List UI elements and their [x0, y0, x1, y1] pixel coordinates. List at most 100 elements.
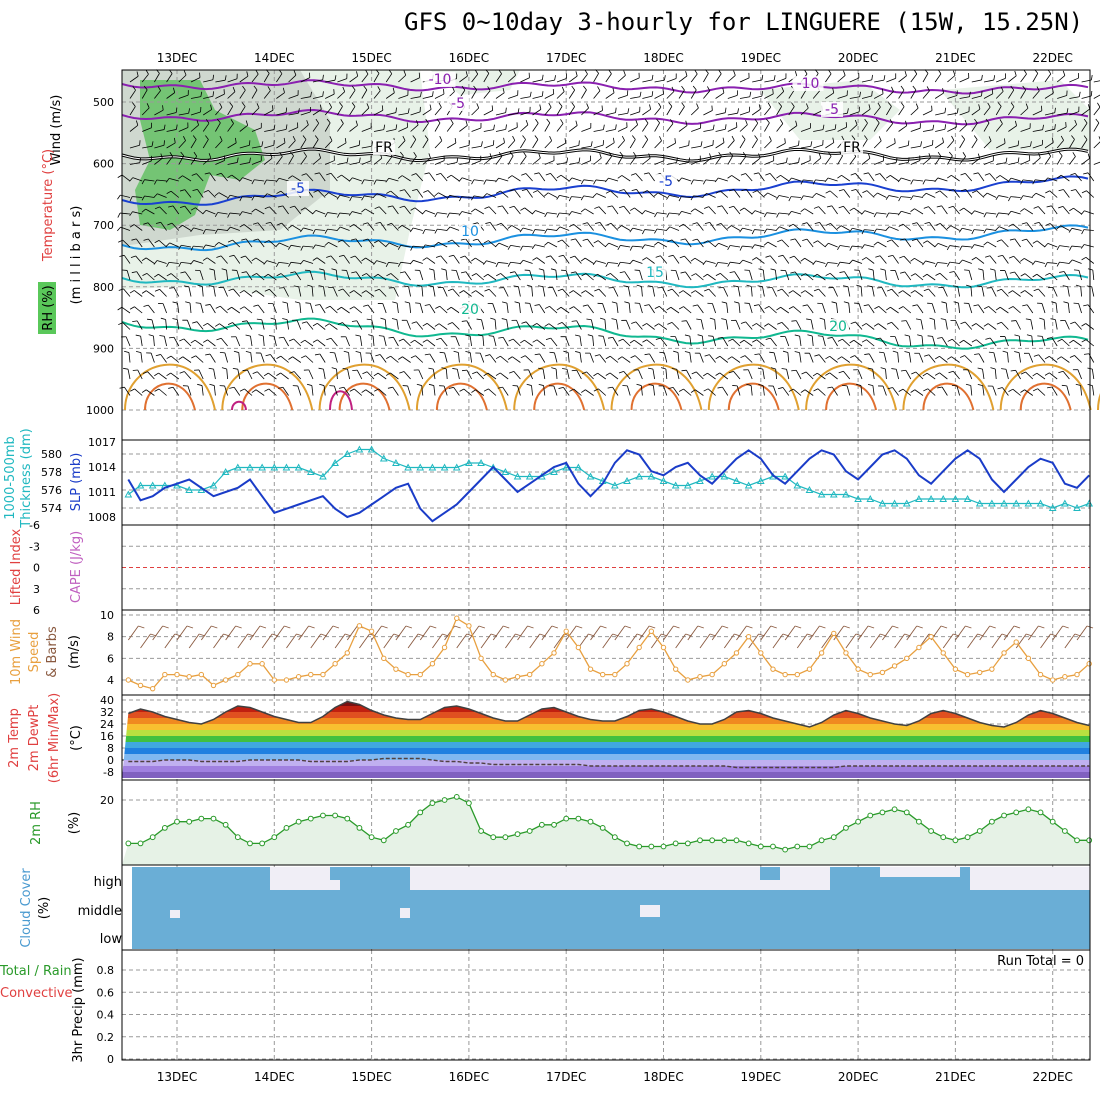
wind-barb-flag [666, 212, 670, 218]
wind-barb [878, 306, 887, 314]
wind-barb-flag [697, 625, 704, 629]
wind-barb [361, 127, 372, 132]
wind-barb [254, 179, 265, 182]
wind-barb [294, 271, 302, 281]
wind-barb-flag [944, 124, 947, 130]
wind-barb-flag [676, 157, 678, 163]
wind-barb [1036, 273, 1046, 281]
wind-barb-flag [446, 195, 450, 200]
wind10m-axis-label: 10m Wind [9, 619, 24, 685]
wind-barb-flag [935, 372, 940, 376]
wind-barb-flag [1013, 625, 1021, 629]
wind-barb [1008, 161, 1019, 165]
wind-barb [779, 226, 789, 231]
wind-barb [262, 336, 265, 347]
wind-barb [629, 124, 638, 132]
wind-barb-flag [428, 153, 431, 159]
wind-barb-flag [428, 383, 434, 386]
cape-axis-label: CAPE (J/kg) [69, 531, 84, 603]
wind-barb-flag [642, 257, 647, 261]
wind-barb [1064, 320, 1070, 330]
wind-barb [251, 160, 262, 165]
wind-barb [543, 385, 546, 396]
wind-barb-flag [983, 212, 987, 218]
wind-barb [987, 241, 997, 248]
wind-barb [134, 388, 143, 396]
wind-barb [386, 112, 396, 116]
wind-barb [764, 160, 774, 165]
wind-barb-flag [910, 258, 915, 262]
wind-barb [986, 228, 997, 231]
thickness-point [732, 476, 741, 484]
wind-speed-point [891, 663, 898, 669]
wind-barb [237, 369, 241, 380]
wind-barb-flag [508, 338, 514, 342]
wind-barb [226, 369, 228, 380]
wind-barb-flag [520, 339, 525, 344]
wind-barb-flag [684, 334, 690, 337]
wind-barb [846, 385, 851, 396]
wind-barb [813, 129, 824, 132]
wind-barb [684, 255, 692, 264]
wind-barb [122, 322, 131, 330]
wind-barb [635, 321, 643, 330]
wind-barb [398, 112, 409, 116]
wind-barb-flag [825, 223, 831, 226]
wind-barb [483, 129, 494, 132]
wind-barb [190, 96, 201, 99]
wind-barb [144, 179, 155, 182]
wind-barb [671, 239, 680, 248]
wind-barb [1010, 177, 1021, 182]
wind-barb-flag [300, 355, 306, 359]
wind-barb [739, 139, 746, 149]
wind-barb [127, 369, 131, 380]
wind-barb-flag [275, 262, 280, 268]
wind-barb-flag [777, 239, 782, 243]
wind-barb [597, 372, 607, 380]
wind-barb-flag [505, 124, 507, 130]
wind-barb [562, 288, 570, 297]
wind-speed-point [989, 666, 995, 672]
wind-barb-flag [948, 370, 954, 374]
wind-barb [931, 303, 936, 314]
wind-barb [217, 212, 228, 215]
wind-barb-flag [995, 306, 1001, 311]
wind-barb-flag [923, 206, 929, 209]
wind-barb-flag [239, 306, 245, 310]
wind-barb-flag [306, 383, 312, 386]
wind-barb [361, 160, 372, 165]
wind-barb [459, 125, 468, 132]
wind-barb-flag [361, 208, 366, 213]
wind-barb [136, 271, 143, 281]
wind-barb [536, 257, 546, 264]
wind-barb-flag [265, 221, 271, 224]
wind-barb-flag [374, 206, 380, 210]
wind-barb [652, 369, 655, 380]
wind-barb [129, 75, 139, 83]
wind-barb [873, 140, 882, 149]
wind-barb [142, 160, 152, 165]
background-layer [122, 70, 1090, 300]
wind-barb [888, 212, 899, 215]
wind-barb-flag [678, 196, 682, 202]
wind-barb [776, 142, 786, 149]
wind-barb-flag [605, 262, 609, 268]
wind-speed-point [235, 671, 241, 678]
date-label-top: 20DEC [838, 51, 878, 65]
rh-point [976, 828, 983, 834]
wind-barb-flag [648, 383, 654, 386]
wind-barb-flag [245, 334, 251, 337]
wind-barb-flag [922, 260, 926, 266]
wind-barb [1032, 73, 1039, 83]
wind-barb [778, 195, 789, 198]
wind-barb-flag [947, 338, 953, 342]
wind-barb [882, 385, 887, 396]
wind-barb [514, 189, 521, 198]
wind-barb-flag [489, 153, 492, 159]
rh-point [928, 828, 934, 834]
wind-barb [786, 369, 790, 380]
wind-barb [959, 124, 968, 132]
isotherm-30 [727, 382, 780, 411]
wind-barb [502, 337, 509, 347]
